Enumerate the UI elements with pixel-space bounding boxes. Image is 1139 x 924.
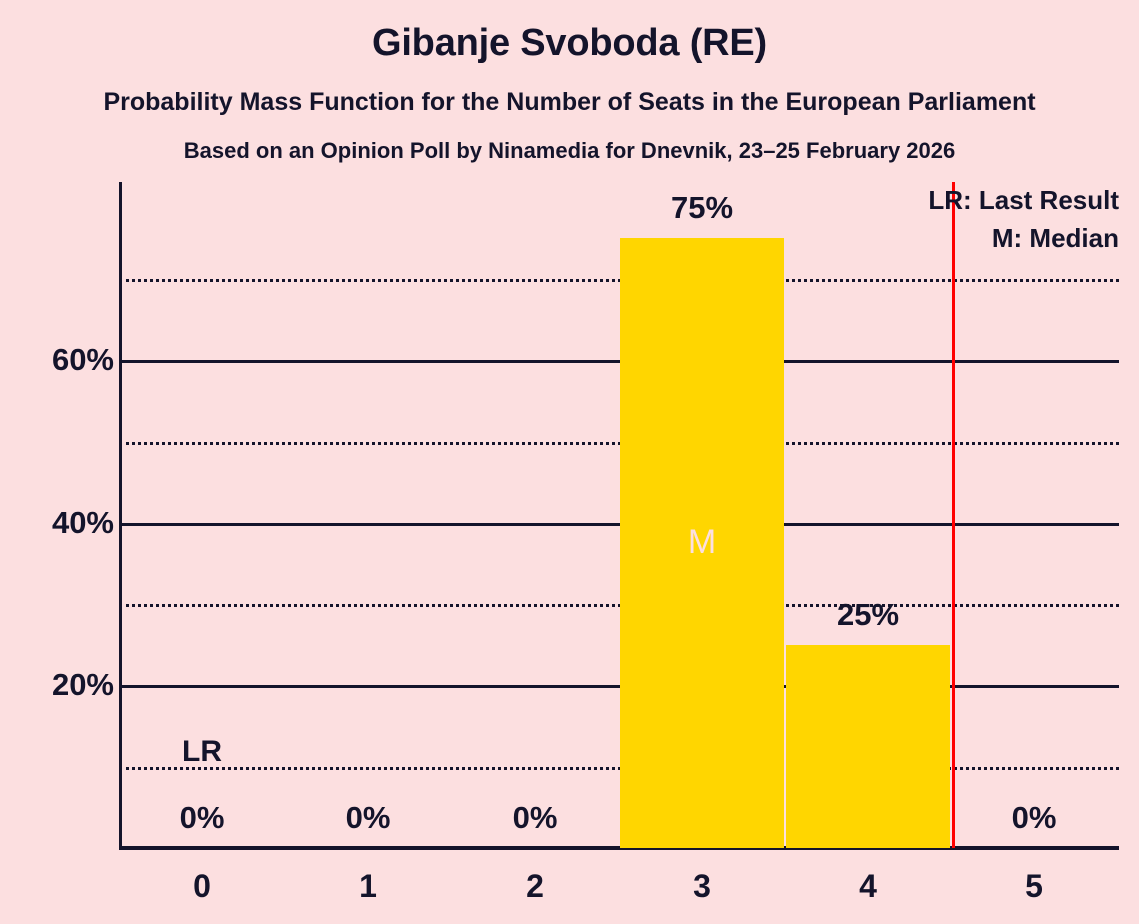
x-tick-label-2: 2 bbox=[526, 868, 544, 904]
x-tick-label-3: 3 bbox=[693, 868, 711, 904]
x-tick-label-1: 1 bbox=[359, 868, 377, 904]
median-marker-letter: M bbox=[687, 523, 717, 562]
chart-legend: LR: Last Result M: Median bbox=[928, 182, 1119, 257]
x-axis-line bbox=[119, 846, 1119, 850]
gridline-minor-50 bbox=[119, 441, 1119, 445]
chart-source-line: Based on an Opinion Poll by Ninamedia fo… bbox=[183, 138, 956, 163]
legend-entry-last-result: LR: Last Result bbox=[928, 185, 1119, 215]
x-tick-label-5: 5 bbox=[1025, 868, 1043, 904]
bar-value-label-4: 25% bbox=[836, 596, 900, 632]
y-tick-label-40: 40% bbox=[51, 504, 114, 540]
page-title: Gibanje Svoboda (RE) bbox=[371, 22, 768, 64]
chart-subtitle: Probability Mass Function for the Number… bbox=[103, 88, 1036, 116]
bar-value-label-2: 0% bbox=[512, 800, 558, 835]
bar-value-label-1: 0% bbox=[345, 800, 391, 835]
last-result-marker-label: LR bbox=[182, 734, 222, 768]
gridline-major-60 bbox=[119, 360, 1119, 364]
y-tick-label-60: 60% bbox=[51, 342, 114, 378]
last-result-line bbox=[952, 182, 955, 848]
bar-seat-4[interactable] bbox=[786, 644, 950, 848]
bar-value-label-3: 75% bbox=[670, 190, 734, 226]
gridline-minor-70 bbox=[119, 278, 1119, 282]
x-tick-label-0: 0 bbox=[193, 868, 211, 904]
bar-value-label-5: 0% bbox=[1011, 800, 1057, 835]
y-axis-line bbox=[119, 182, 122, 850]
gridline-minor-10 bbox=[119, 766, 1119, 770]
gridline-minor-30 bbox=[119, 604, 1119, 608]
bar-value-label-0: 0% bbox=[179, 800, 225, 835]
gridline-major-40 bbox=[119, 522, 1119, 526]
legend-entry-median: M: Median bbox=[991, 222, 1119, 253]
bar-seat-3[interactable]: M bbox=[620, 238, 784, 848]
plot-area: M bbox=[119, 182, 1119, 848]
x-tick-label-4: 4 bbox=[859, 868, 877, 904]
y-tick-label-20: 20% bbox=[51, 667, 114, 703]
gridline-major-20 bbox=[119, 685, 1119, 689]
